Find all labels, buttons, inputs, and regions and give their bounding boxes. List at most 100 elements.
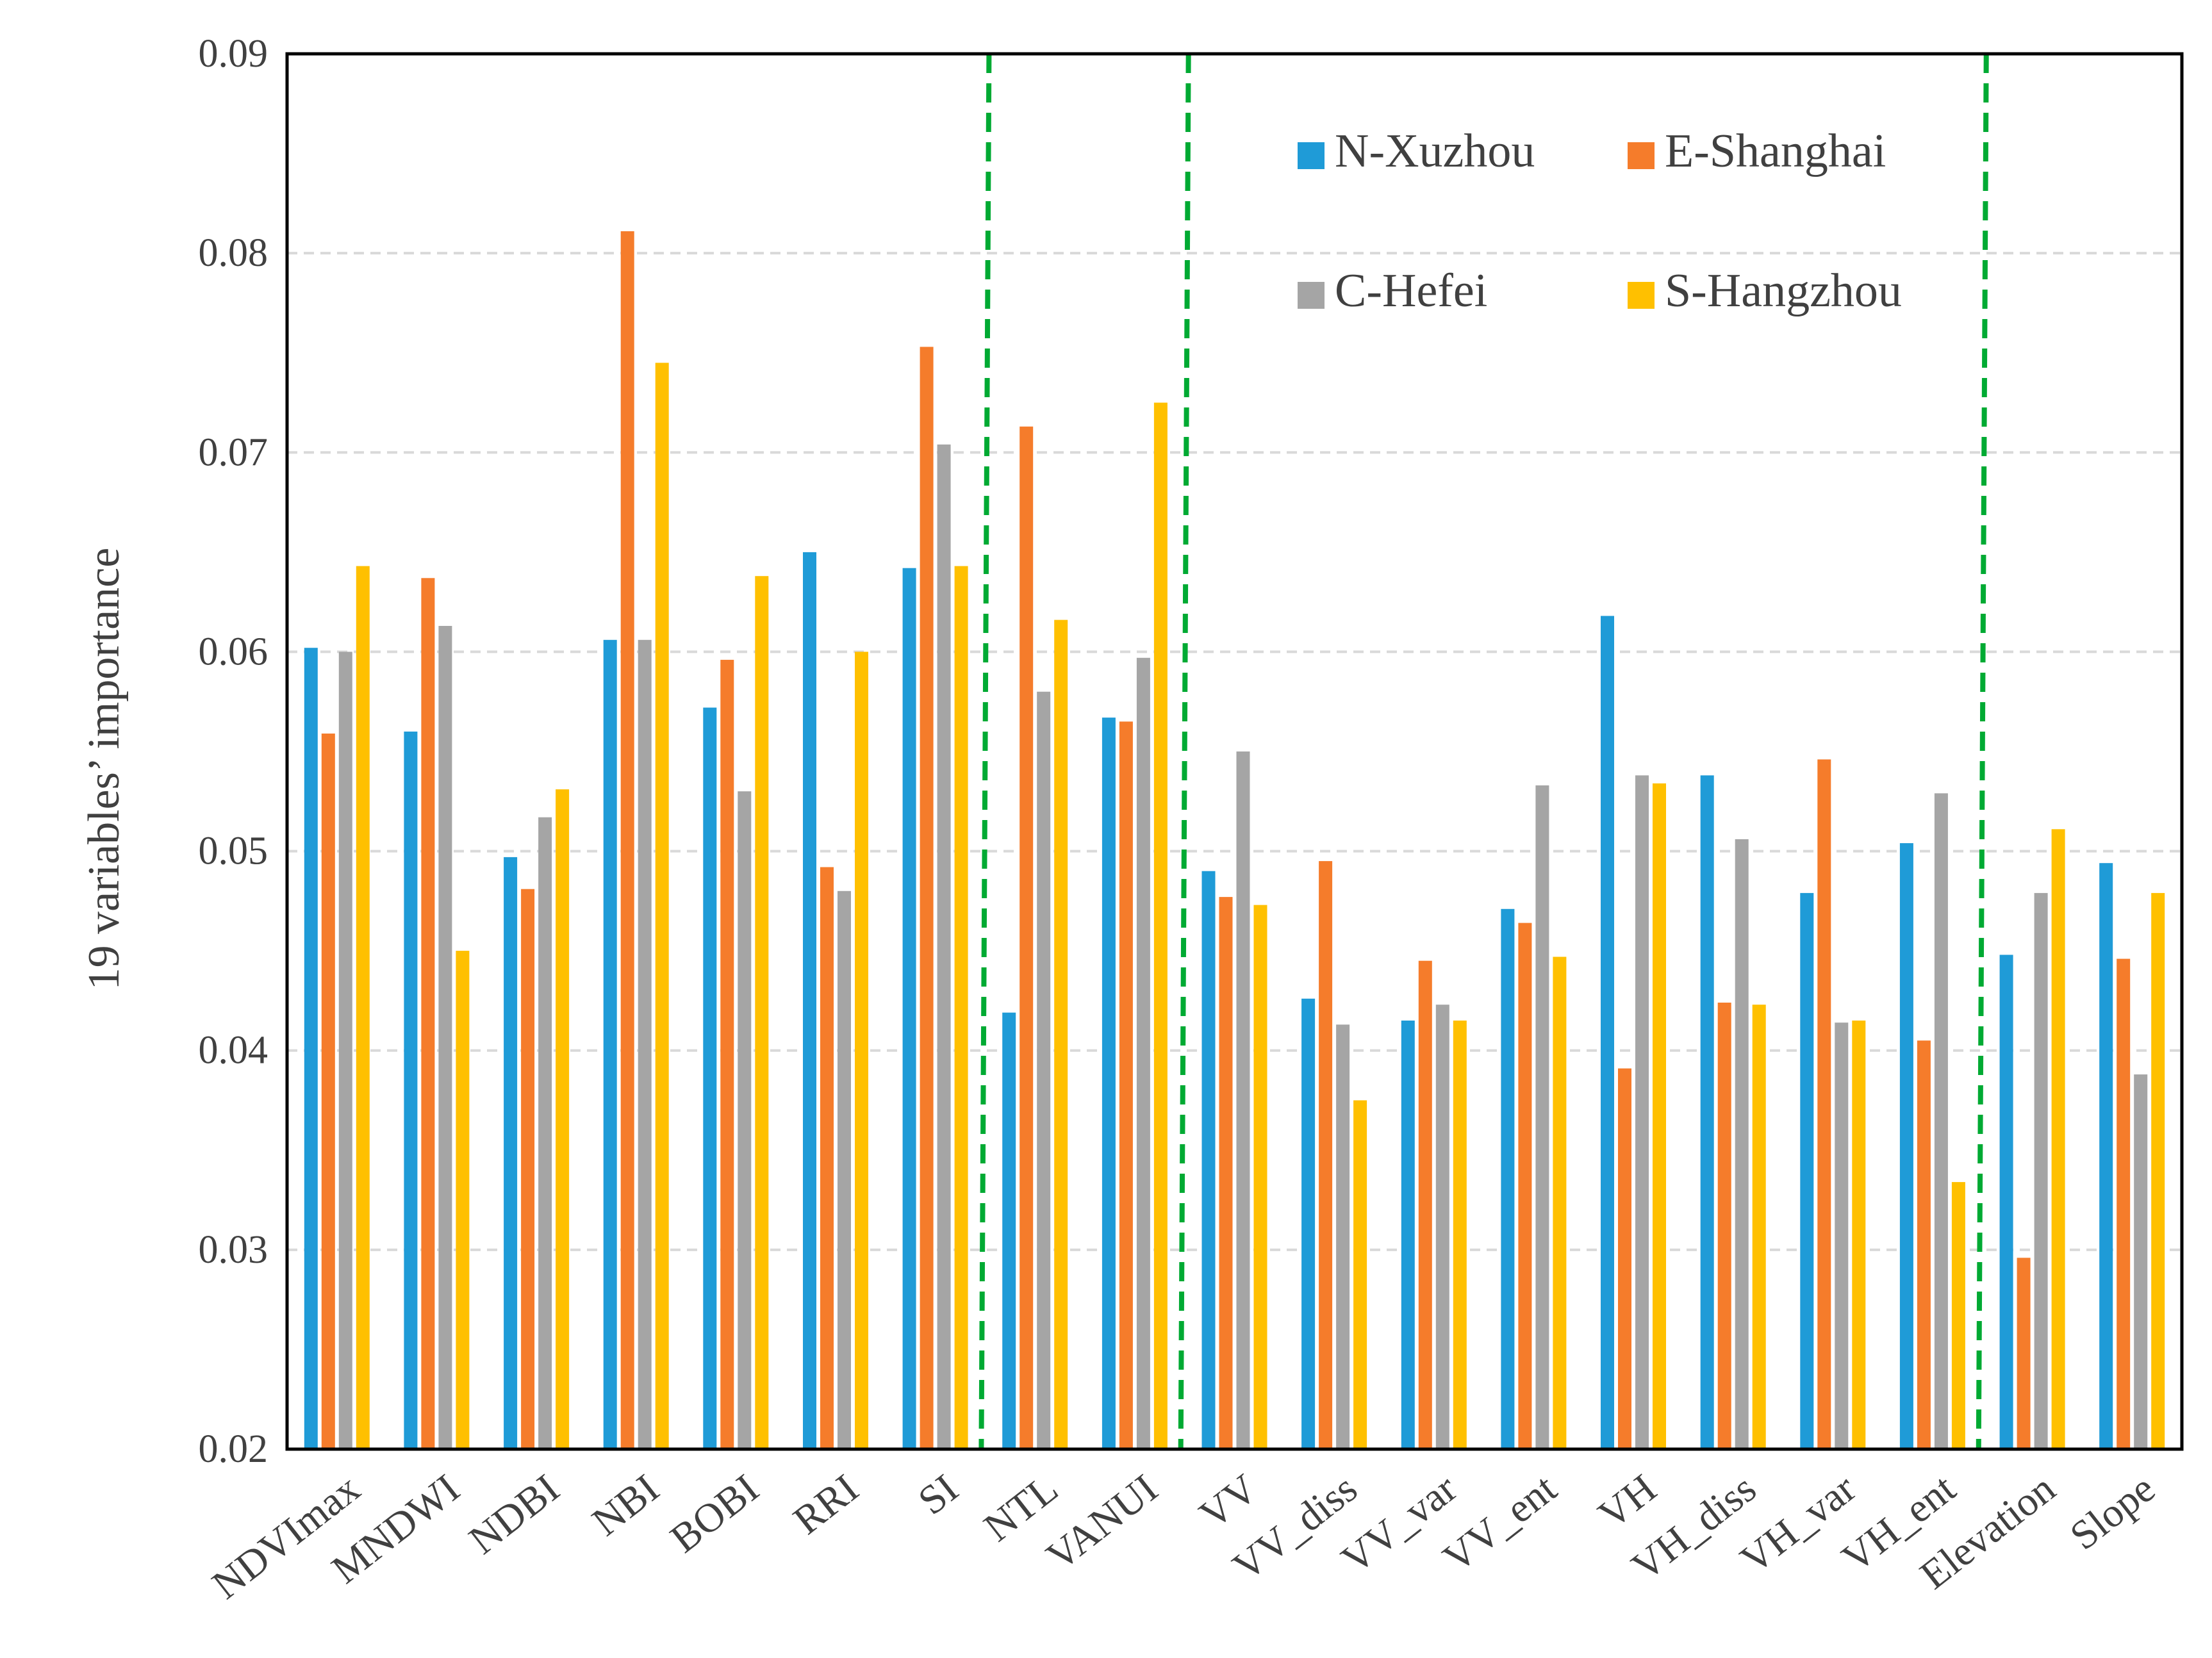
bar-c-hefei-vv_ent — [1535, 785, 1549, 1449]
bar-e-shanghai-vh_diss — [1717, 1003, 1731, 1449]
bar-c-hefei-nbi — [638, 639, 652, 1449]
category-label: BOBI — [662, 1465, 767, 1561]
bar-e-shanghai-ndbi — [521, 889, 535, 1449]
bar-c-hefei-bobi — [738, 791, 752, 1449]
bar-n-xuzhou-mndwi — [404, 731, 418, 1449]
bar-c-hefei-ndvimax — [338, 652, 352, 1449]
bar-c-hefei-slope — [2134, 1074, 2148, 1449]
bar-n-xuzhou-vh_var — [1800, 892, 1814, 1449]
bars-layer — [304, 231, 2165, 1450]
bar-s-hangzhou-ntl — [1054, 620, 1068, 1449]
bar-s-hangzhou-vv — [1253, 905, 1267, 1449]
bar-e-shanghai-nbi — [620, 231, 634, 1449]
legend-swatch-n-xuzhou — [1298, 142, 1325, 169]
bar-s-hangzhou-vh_diss — [1752, 1005, 1766, 1449]
bar-e-shanghai-vh — [1618, 1068, 1631, 1449]
group-separator — [1178, 53, 1191, 1450]
bar-s-hangzhou-vanui — [1153, 402, 1168, 1449]
bar-c-hefei-vh — [1635, 775, 1649, 1449]
bar-e-shanghai-bobi — [720, 659, 734, 1449]
bar-s-hangzhou-rri — [855, 652, 868, 1449]
bar-e-shanghai-rri — [820, 867, 834, 1449]
bar-c-hefei-vh_var — [1835, 1022, 1849, 1449]
category-label: NBI — [584, 1465, 668, 1545]
bar-s-hangzhou-vv_ent — [1553, 956, 1567, 1449]
bar-c-hefei-mndwi — [438, 626, 452, 1449]
legend-swatch-c-hefei — [1298, 282, 1325, 309]
y-tick-label: 0.02 — [199, 1427, 268, 1471]
bar-n-xuzhou-vh_diss — [1700, 775, 1714, 1449]
bar-c-hefei-vv_var — [1435, 1005, 1449, 1449]
bar-n-xuzhou-vh — [1601, 616, 1614, 1449]
bar-s-hangzhou-elevation — [2051, 829, 2065, 1449]
bar-e-shanghai-slope — [2117, 958, 2131, 1449]
grid-layer — [287, 252, 2182, 1251]
bar-s-hangzhou-mndwi — [456, 951, 470, 1449]
category-label: VH — [1590, 1465, 1665, 1538]
bar-n-xuzhou-vh_ent — [1899, 843, 1913, 1449]
bar-s-hangzhou-vh — [1653, 783, 1666, 1449]
bar-n-xuzhou-vv_ent — [1501, 908, 1515, 1449]
bar-n-xuzhou-rri — [803, 552, 816, 1449]
bar-n-xuzhou-elevation — [1999, 955, 2013, 1449]
category-label: NDVImax — [204, 1465, 368, 1607]
plot-frame — [285, 52, 2184, 1451]
bar-c-hefei-vv_diss — [1336, 1024, 1350, 1449]
bar-s-hangzhou-vv_var — [1453, 1021, 1467, 1449]
bar-n-xuzhou-ndbi — [504, 857, 518, 1449]
bar-n-xuzhou-nbi — [603, 639, 617, 1449]
category-label: RRI — [785, 1465, 867, 1543]
y-tick-label: 0.04 — [199, 1029, 268, 1072]
legend-label: S-Hangzhou — [1665, 265, 1902, 317]
bar-e-shanghai-elevation — [2017, 1258, 2031, 1449]
bar-s-hangzhou-nbi — [655, 363, 669, 1449]
bar-s-hangzhou-vh_ent — [1951, 1182, 1965, 1449]
y-tick-label: 0.03 — [199, 1228, 268, 1272]
axes-layer — [285, 52, 2184, 1451]
bar-e-shanghai-vh_ent — [1917, 1040, 1931, 1449]
bar-e-shanghai-vv — [1219, 897, 1233, 1449]
y-tick-labels: 0.02 0.03 0.04 0.05 0.06 0.07 0.08 0.09 — [199, 32, 268, 1471]
bar-c-hefei-si — [937, 444, 951, 1449]
y-tick-label: 0.09 — [199, 32, 268, 76]
bar-e-shanghai-vanui — [1119, 721, 1133, 1449]
bar-e-shanghai-vv_var — [1418, 960, 1432, 1449]
bar-s-hangzhou-ndbi — [556, 789, 570, 1449]
group-separator — [1976, 53, 1989, 1450]
bar-c-hefei-ndbi — [538, 817, 552, 1449]
bar-s-hangzhou-ndvimax — [356, 566, 370, 1449]
bar-s-hangzhou-vv_diss — [1353, 1100, 1367, 1449]
group-separator — [978, 53, 992, 1450]
category-label: VH_var — [1732, 1465, 1864, 1582]
bar-n-xuzhou-vv — [1201, 871, 1216, 1449]
category-label: SI — [910, 1465, 967, 1523]
legend: N-Xuzhou E-Shanghai C-Hefei S-Hangzhou — [1298, 125, 1902, 317]
category-label: VV_ent — [1435, 1465, 1565, 1581]
category-label: Slope — [2061, 1465, 2163, 1559]
legend-label: N-Xuzhou — [1335, 125, 1535, 177]
bar-n-xuzhou-si — [902, 568, 916, 1450]
bar-e-shanghai-mndwi — [421, 578, 435, 1449]
bar-c-hefei-vh_diss — [1735, 839, 1749, 1449]
bar-s-hangzhou-si — [954, 566, 968, 1449]
bar-e-shanghai-ntl — [1019, 426, 1034, 1449]
bar-c-hefei-rri — [838, 891, 851, 1449]
bar-s-hangzhou-bobi — [755, 576, 769, 1450]
bar-c-hefei-vh_ent — [1934, 793, 1948, 1449]
bar-e-shanghai-vv_diss — [1319, 861, 1333, 1449]
y-axis-title: 19 variables’ importance — [79, 548, 129, 990]
bar-c-hefei-vanui — [1136, 657, 1150, 1449]
y-tick-label: 0.05 — [199, 830, 268, 873]
bar-e-shanghai-ndvimax — [321, 734, 335, 1449]
bar-n-xuzhou-vv_var — [1401, 1021, 1415, 1449]
bar-e-shanghai-si — [920, 347, 934, 1449]
legend-swatch-e-shanghai — [1628, 142, 1655, 169]
bar-n-xuzhou-bobi — [703, 707, 717, 1449]
bar-n-xuzhou-vv_diss — [1301, 998, 1316, 1449]
category-label: NDBI — [461, 1465, 568, 1563]
bar-s-hangzhou-vh_var — [1852, 1021, 1866, 1449]
category-label: VV — [1191, 1465, 1266, 1538]
